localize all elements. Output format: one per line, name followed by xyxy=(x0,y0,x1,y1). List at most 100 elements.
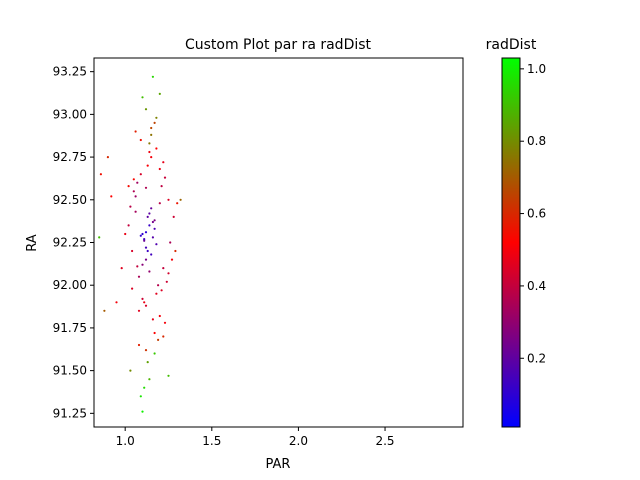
chart-title: Custom Plot par ra radDist xyxy=(185,37,372,53)
scatter-point xyxy=(132,190,135,193)
scatter-point xyxy=(155,116,158,119)
colorbar-tick-label: 0.6 xyxy=(527,207,546,221)
scatter-point xyxy=(153,352,156,355)
scatter-point xyxy=(157,284,160,287)
scatter-point xyxy=(167,374,170,377)
scatter-point xyxy=(158,92,161,95)
scatter-point xyxy=(144,186,148,189)
y-tick-label: 91.50 xyxy=(53,364,87,378)
scatter-point xyxy=(151,75,154,78)
scatter-point xyxy=(143,238,146,241)
y-tick-label: 93.00 xyxy=(53,107,87,121)
y-tick-label: 91.75 xyxy=(53,321,87,335)
y-tick-label: 91.25 xyxy=(53,406,87,420)
scatter-point xyxy=(153,121,156,124)
scatter-point xyxy=(137,309,141,312)
scatter-point xyxy=(143,301,146,304)
scatter-point xyxy=(115,301,118,304)
x-tick-label: 1.0 xyxy=(116,434,135,448)
scatter-point xyxy=(141,263,144,266)
scatter-point xyxy=(139,395,142,398)
scatter-point xyxy=(103,309,106,312)
scatter-point xyxy=(158,314,161,318)
scatter-point xyxy=(98,236,101,239)
scatter-point xyxy=(146,249,149,253)
scatter-point xyxy=(148,378,151,381)
scatter-point xyxy=(148,150,151,154)
scatter-point xyxy=(134,195,137,198)
scatter-point xyxy=(144,258,148,261)
scatter-point xyxy=(163,321,167,324)
y-tick-label: 92.00 xyxy=(53,278,87,292)
colorbar-tick-label: 1.0 xyxy=(527,62,546,76)
scatter-point xyxy=(136,265,139,268)
scatter-point xyxy=(120,267,123,270)
scatter-point xyxy=(162,335,165,338)
colorbar-tick-label: 0.4 xyxy=(527,279,546,293)
points-layer xyxy=(98,75,182,413)
scatter-point xyxy=(151,318,154,321)
x-tick-label: 1.5 xyxy=(202,434,221,448)
scatter-point xyxy=(131,287,134,290)
scatter-point xyxy=(148,270,151,273)
scatter-point xyxy=(139,234,142,237)
scatter-point xyxy=(176,202,179,205)
y-tick-label: 92.50 xyxy=(53,193,87,207)
scatter-point xyxy=(174,249,177,253)
scatter-point xyxy=(139,173,142,176)
scatter-point xyxy=(110,195,113,198)
scatter-point xyxy=(157,338,160,341)
scatter-point xyxy=(172,215,175,218)
colorbar-tick-label: 0.8 xyxy=(527,134,546,148)
scatter-point xyxy=(139,138,142,142)
scatter-point xyxy=(106,156,109,159)
x-axis: 1.0 1.5 2.0 2.5 xyxy=(116,427,395,448)
scatter-point xyxy=(150,133,153,136)
scatter-point xyxy=(148,142,151,145)
y-tick-label: 92.25 xyxy=(53,236,87,250)
scatter-point xyxy=(162,267,165,270)
colorbar-ticks: 0.2 0.4 0.6 0.8 1.0 xyxy=(520,62,546,365)
scatter-point xyxy=(144,246,148,249)
scatter-point xyxy=(153,219,156,222)
scatter-point xyxy=(150,253,153,256)
scatter-point xyxy=(141,297,144,300)
y-tick-label: 93.25 xyxy=(53,65,87,79)
scatter-point xyxy=(151,236,154,239)
scatter-point xyxy=(99,173,102,176)
scatter-point xyxy=(160,289,163,292)
scatter-point xyxy=(162,161,165,164)
y-tick-label: 92.75 xyxy=(53,150,87,164)
scatter-point xyxy=(169,241,172,244)
scatter-point xyxy=(144,108,148,111)
scatter-point xyxy=(150,126,153,130)
scatter-point xyxy=(146,215,149,218)
scatter-point xyxy=(134,130,137,133)
scatter-point xyxy=(129,205,132,208)
scatter-point xyxy=(170,258,174,261)
scatter-point xyxy=(155,292,158,295)
scatter-point xyxy=(143,239,146,242)
scatter-point xyxy=(144,349,148,352)
scatter-point xyxy=(137,275,141,278)
scatter-point xyxy=(155,243,158,246)
scatter-point xyxy=(127,224,130,227)
scatter-point xyxy=(136,181,139,184)
colorbar-label: radDist xyxy=(486,37,537,53)
scatter-point xyxy=(141,232,144,236)
scatter-point xyxy=(179,198,182,201)
scatter-point xyxy=(167,272,170,275)
scatter-point xyxy=(150,156,153,159)
y-axis-label: RA xyxy=(25,234,40,252)
scatter-point xyxy=(137,343,141,347)
x-tick-label: 2.0 xyxy=(289,434,308,448)
colorbar-tick-label: 0.2 xyxy=(527,351,546,365)
scatter-point xyxy=(143,386,146,389)
x-tick-label: 2.5 xyxy=(375,434,394,448)
y-axis: 91.25 91.50 91.75 92.00 92.25 92.50 92.75 93.00… xyxy=(53,65,94,420)
scatter-point xyxy=(131,249,134,253)
scatter-point xyxy=(129,369,132,372)
scatter-point xyxy=(124,232,127,236)
scatter-point xyxy=(150,207,153,210)
